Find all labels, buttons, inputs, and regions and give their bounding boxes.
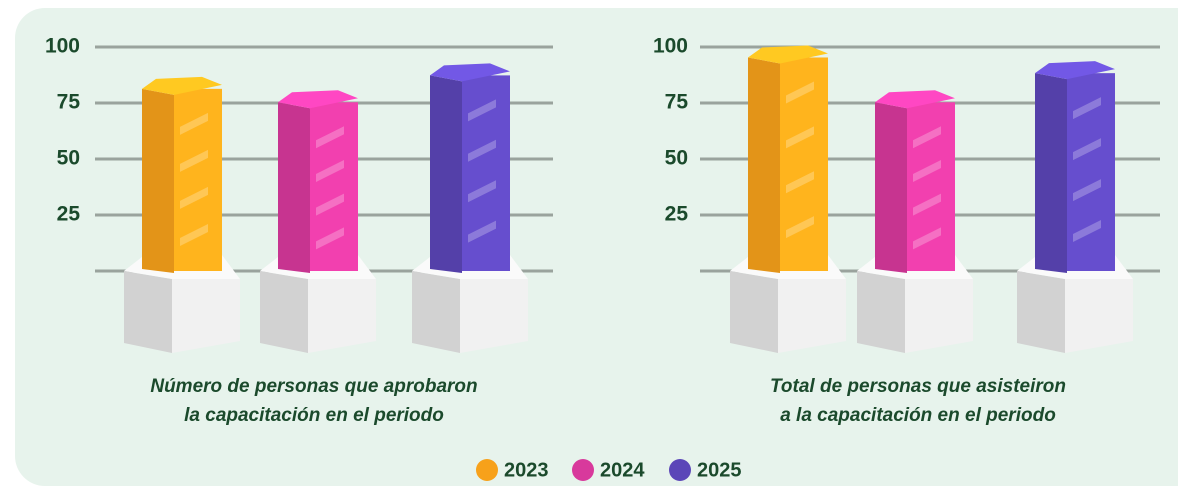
pedestal-right bbox=[172, 271, 240, 353]
chart-title: la capacitación en el periodo bbox=[184, 405, 444, 426]
bar-left bbox=[1035, 73, 1067, 273]
pedestal-left bbox=[1017, 271, 1065, 353]
pedestal-left bbox=[730, 271, 778, 353]
bar-shine bbox=[180, 186, 208, 209]
bar bbox=[1067, 73, 1115, 271]
bar-top bbox=[1035, 61, 1115, 80]
y-tick-label: 50 bbox=[57, 147, 80, 170]
pedestal-right bbox=[778, 271, 846, 353]
pedestal-left bbox=[857, 271, 905, 353]
bar-shine bbox=[913, 227, 941, 250]
bar-shine bbox=[468, 139, 496, 162]
chart-title: Total de personas que asisteiron bbox=[770, 376, 1066, 397]
bar-shine bbox=[468, 220, 496, 243]
y-tick-label: 100 bbox=[45, 35, 80, 58]
bar bbox=[907, 102, 955, 271]
bar bbox=[462, 75, 510, 272]
bar bbox=[780, 57, 828, 272]
chart-title: a la capacitación en el periodo bbox=[780, 405, 1056, 426]
bar-left bbox=[278, 102, 310, 273]
bar-shine bbox=[180, 112, 208, 135]
bar-left bbox=[875, 102, 907, 273]
y-tick-label: 75 bbox=[665, 91, 689, 114]
bar-shine bbox=[316, 227, 344, 250]
bar-shine bbox=[316, 193, 344, 216]
bar-shine bbox=[1073, 97, 1101, 120]
legend-swatch bbox=[572, 459, 594, 481]
y-tick-label: 75 bbox=[57, 91, 81, 114]
bar bbox=[174, 88, 222, 271]
bar-shine bbox=[468, 180, 496, 203]
bar-shine bbox=[786, 81, 814, 104]
legend-swatch bbox=[669, 459, 691, 481]
bar-top bbox=[875, 90, 955, 109]
bar-shine bbox=[786, 171, 814, 194]
bar-shine bbox=[786, 126, 814, 149]
pedestal-right bbox=[460, 271, 528, 353]
y-tick-label: 50 bbox=[665, 147, 688, 170]
bar-shine bbox=[1073, 138, 1101, 161]
bar-left bbox=[142, 88, 174, 273]
pedestal-right bbox=[308, 271, 376, 353]
bar-shine bbox=[180, 149, 208, 172]
legend-label: 2024 bbox=[600, 459, 645, 481]
bar-top bbox=[430, 63, 510, 82]
y-tick-label: 25 bbox=[665, 203, 689, 226]
y-tick-label: 25 bbox=[57, 203, 81, 226]
pedestal-right bbox=[905, 271, 973, 353]
pedestal-left bbox=[412, 271, 460, 353]
y-tick-label: 100 bbox=[653, 35, 688, 58]
bar-shine bbox=[316, 159, 344, 182]
legend-label: 2023 bbox=[504, 459, 549, 481]
bar-shine bbox=[913, 193, 941, 216]
bar-shine bbox=[316, 126, 344, 149]
pedestal-right bbox=[1065, 271, 1133, 353]
bar-shine bbox=[1073, 220, 1101, 243]
pedestal-left bbox=[260, 271, 308, 353]
bar-left bbox=[748, 57, 780, 274]
chart-title: Número de personas que aprobaron bbox=[150, 376, 477, 397]
bar-top bbox=[748, 45, 828, 64]
bar-left bbox=[430, 75, 462, 274]
bar-shine bbox=[786, 216, 814, 239]
pedestal-left bbox=[124, 271, 172, 353]
bar-shine bbox=[913, 159, 941, 182]
legend-swatch bbox=[476, 459, 498, 481]
bar-shine bbox=[913, 126, 941, 149]
bar bbox=[310, 102, 358, 271]
bar-top bbox=[142, 76, 222, 95]
bar-shine bbox=[1073, 179, 1101, 202]
bar-top bbox=[278, 90, 358, 109]
bar-shine bbox=[468, 99, 496, 122]
legend-label: 2025 bbox=[697, 459, 742, 481]
bar-shine bbox=[180, 223, 208, 246]
